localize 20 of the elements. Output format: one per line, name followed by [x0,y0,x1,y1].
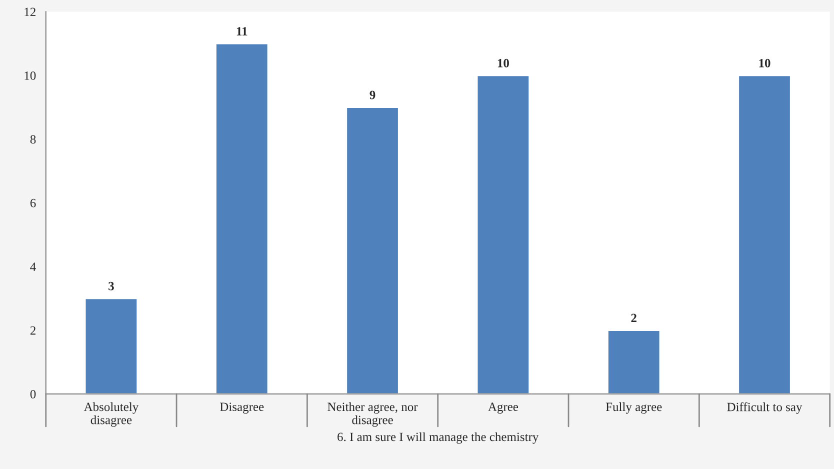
x-tick-label: Difficult to say [727,402,802,414]
x-tick-label: Disagree [220,402,264,414]
y-tick-label: 0 [30,390,36,398]
x-tick-label: Fully agree [606,402,662,414]
y-tick-label: 6 [30,198,36,208]
data-label: 3 [108,282,114,290]
y-tick-label: 4 [30,262,36,271]
x-tick-label: Agree [488,402,518,414]
data-label: 11 [236,27,248,36]
data-label: 10 [498,58,509,68]
y-tick-label: 12 [24,8,36,16]
data-label: 9 [370,90,376,100]
x-axis-title: 6. I am sure I will manage the chemistry [338,432,539,444]
data-label: 2 [631,314,636,322]
x-tick-label: Neither agree, nor disagree [328,402,418,427]
y-tick-label: 10 [24,71,36,80]
data-label: 10 [759,58,770,68]
y-tick-label: 2 [30,326,36,335]
x-tick-label: Absolutely disagree [84,402,139,427]
y-tick-label: 8 [30,135,36,144]
